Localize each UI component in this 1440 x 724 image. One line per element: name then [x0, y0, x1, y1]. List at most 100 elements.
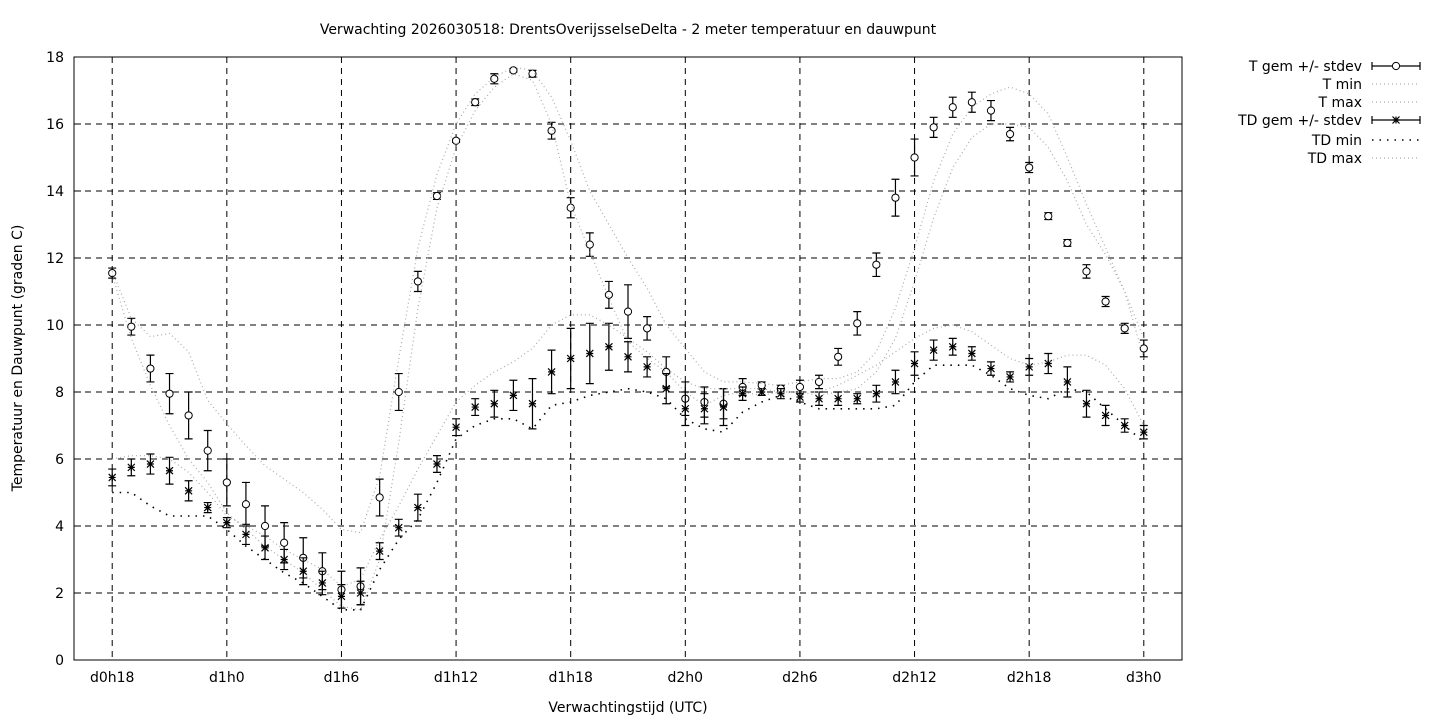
legend-label: TD max: [1307, 151, 1362, 167]
circle-marker: [241, 500, 251, 509]
legend-label: T max: [1317, 95, 1362, 111]
star-marker: [1006, 373, 1014, 381]
x-tick-label: d1h0: [209, 670, 245, 686]
x-tick-label: d2h6: [782, 670, 818, 686]
circle-marker: [872, 260, 881, 269]
circle-marker: [585, 240, 594, 249]
y-tick-label: 0: [55, 653, 64, 669]
circle-marker: [509, 66, 518, 75]
y-tick-label: 16: [46, 117, 64, 133]
star-marker: [1044, 359, 1053, 368]
circle-marker: [1082, 267, 1091, 276]
star-marker: [146, 460, 155, 468]
x-tick-label: d2h18: [1007, 670, 1051, 686]
circle-marker: [184, 411, 193, 420]
x-tick-label: d1h18: [548, 670, 592, 686]
star-marker: [222, 518, 231, 527]
y-tick-label: 14: [46, 184, 64, 200]
circle-marker: [853, 319, 862, 328]
y-tick-label: 10: [46, 318, 64, 334]
circle-marker: [1101, 297, 1110, 306]
star-marker: [490, 399, 499, 408]
y-tick-label: 12: [46, 251, 64, 267]
circle-marker: [814, 377, 824, 387]
star-marker: [1392, 116, 1400, 124]
y-tick-label: 8: [55, 385, 64, 401]
star-marker: [1082, 399, 1091, 408]
star-marker: [413, 503, 422, 512]
star-marker: [834, 394, 843, 403]
axis-ticks: 0 2 4 6 8 10 12 14 16 18 d0h18 d1h0 d1h6 d1h12 d1h18 d2…: [46, 50, 1182, 686]
circle-marker: [471, 98, 480, 107]
x-tick-label: d3h0: [1126, 670, 1162, 686]
star-marker: [1120, 421, 1129, 430]
circle-marker: [127, 322, 136, 331]
star-marker: [815, 394, 823, 403]
star-marker: [719, 403, 728, 411]
star-marker: [853, 394, 862, 403]
x-axis-label: Verwachtingstijd (UTC): [548, 700, 707, 716]
circle-marker: [1139, 344, 1148, 353]
series-line: [112, 364, 1145, 611]
x-tick-label: d0h18: [90, 670, 134, 686]
star-marker: [184, 486, 193, 495]
circle-marker: [910, 153, 919, 162]
star-marker: [433, 460, 441, 468]
plot-frame: [73, 56, 1183, 661]
star-marker: [948, 342, 957, 351]
star-marker: [872, 389, 881, 398]
circle-marker: [108, 268, 117, 278]
circle-marker: [146, 364, 155, 373]
y-tick-label: 4: [55, 519, 64, 535]
circle-marker: [1063, 238, 1072, 248]
star-marker: [528, 399, 537, 408]
star-marker: [700, 404, 709, 413]
circle-marker: [1005, 129, 1015, 139]
star-marker: [261, 543, 269, 552]
legend-label: T min: [1322, 77, 1362, 93]
x-tick-label: d1h6: [324, 670, 360, 686]
x-tick-label: d2h12: [892, 670, 936, 686]
circle-marker: [967, 98, 976, 107]
star-marker: [127, 463, 136, 472]
series-t-gem-stdev: [108, 66, 1148, 609]
y-tick-label: 18: [46, 50, 64, 66]
star-marker: [662, 384, 671, 393]
star-marker: [452, 423, 460, 432]
series-line: [112, 314, 1145, 587]
legend-label: T gem +/- stdev: [1248, 59, 1362, 75]
star-marker: [776, 389, 785, 398]
circle-marker: [948, 103, 957, 112]
circle-marker: [413, 277, 422, 286]
circle-marker: [375, 493, 384, 502]
star-marker: [108, 473, 117, 482]
star-marker: [165, 466, 174, 475]
series-td-gem-stdev: [108, 322, 1148, 609]
circle-marker: [986, 106, 996, 115]
star-marker: [929, 346, 938, 355]
circle-marker: [929, 123, 938, 132]
circle-marker: [547, 126, 556, 135]
circle-marker: [394, 387, 403, 397]
circle-marker: [1391, 61, 1401, 71]
star-marker: [643, 362, 652, 371]
circle-marker: [566, 203, 575, 212]
circle-marker: [280, 538, 289, 547]
star-marker: [509, 391, 518, 400]
star-marker: [203, 503, 212, 512]
circle-marker: [451, 136, 461, 145]
star-marker: [681, 404, 690, 413]
circle-marker: [1044, 212, 1053, 221]
star-marker: [1063, 378, 1072, 386]
circle-marker: [165, 389, 174, 398]
circle-marker: [1120, 324, 1129, 333]
circle-marker: [604, 290, 613, 299]
circle-marker: [432, 191, 442, 201]
chart-title: Verwachting 2026030518: DrentsOverijssel…: [320, 22, 937, 38]
circle-marker: [260, 521, 270, 531]
star-marker: [891, 378, 900, 386]
legend-label: TD gem +/- stdev: [1237, 113, 1362, 129]
circle-marker: [795, 382, 805, 392]
star-marker: [566, 354, 575, 363]
